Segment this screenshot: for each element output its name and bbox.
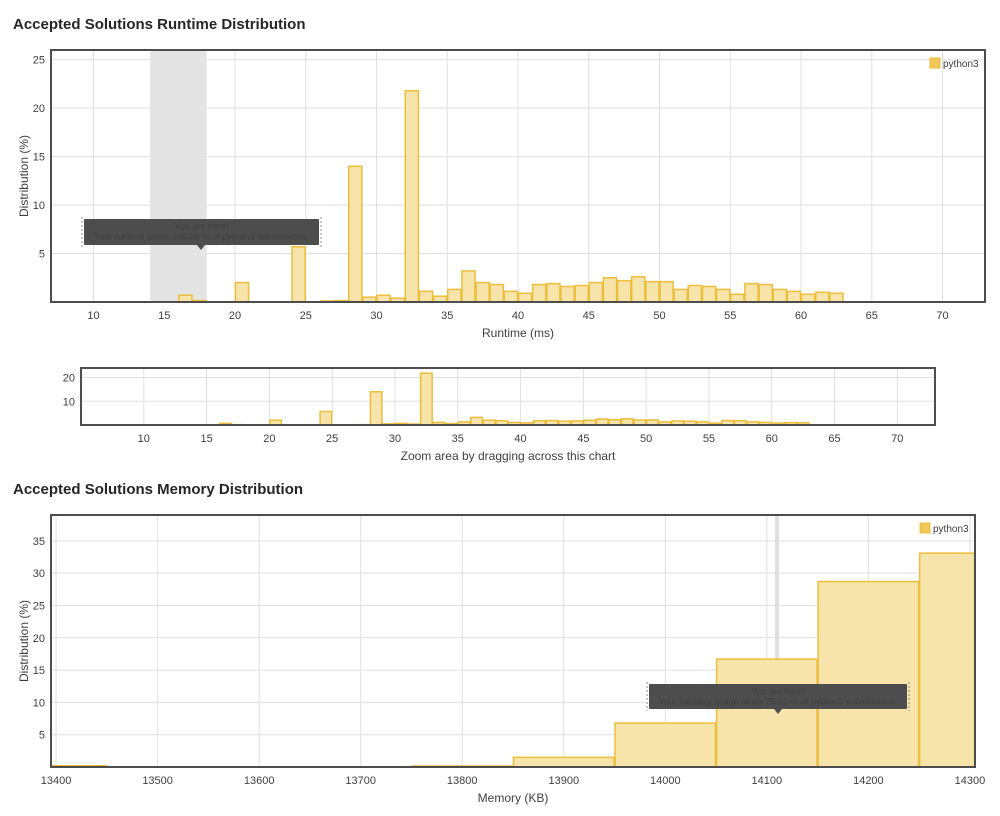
x-tick-label: 40	[512, 310, 524, 322]
x-tick-label: 10	[138, 433, 150, 445]
y-tick-label: 10	[33, 697, 45, 709]
x-tick-label: 50	[653, 310, 665, 322]
x-tick-label: 50	[640, 433, 652, 445]
y-axis-label: Distribution (%)	[17, 135, 31, 217]
x-tick-label: 13500	[142, 775, 173, 787]
plot-frame	[80, 367, 936, 426]
y-tick-label: 25	[33, 55, 45, 67]
y-tick-label: 20	[63, 373, 75, 385]
x-tick-label: 10	[87, 310, 99, 322]
y-tick-label: 20	[33, 103, 45, 115]
y-tick-label: 35	[33, 536, 45, 548]
your-runtime-highlight	[150, 50, 207, 302]
x-tick-label: 14000	[650, 775, 681, 787]
tooltip-title: You are here!	[175, 222, 229, 232]
x-tick-label: 25	[300, 310, 312, 322]
tooltip-text: Your runtime beats 100.00 % of python3 s…	[94, 232, 309, 242]
x-tick-label: 70	[891, 433, 903, 445]
x-tick-label: 14200	[853, 775, 884, 787]
x-tick-label: 25	[326, 433, 338, 445]
distribution-bar[interactable]	[512, 756, 615, 768]
your-memory-highlight	[775, 515, 779, 767]
tooltip-pointer	[197, 245, 205, 250]
legend-label: python3	[943, 59, 979, 70]
x-tick-label: 20	[263, 433, 275, 445]
x-tick-label: 40	[514, 433, 526, 445]
x-tick-label: 55	[724, 310, 736, 322]
x-tick-label: 30	[389, 433, 401, 445]
x-tick-label: 45	[577, 433, 589, 445]
x-tick-label: 15	[158, 310, 170, 322]
tooltip-title: You are here!	[751, 687, 805, 697]
distribution-bar[interactable]	[817, 580, 920, 768]
x-tick-label: 60	[795, 310, 807, 322]
tooltip-box	[649, 684, 907, 709]
y-tick-label: 10	[33, 200, 45, 212]
x-axis-label: Runtime (ms)	[482, 326, 554, 340]
y-tick-label: 5	[39, 249, 45, 261]
y-tick-label: 30	[33, 568, 45, 580]
runtime-zoom-navigator-chart[interactable]: 10 15 20 25 30 35 40 45 50 55 60 65 70 10 20 Zoom area …	[0, 0, 1000, 470]
plot-frame	[50, 514, 976, 768]
y-tick-label: 10	[63, 396, 75, 408]
distribution-bar[interactable]	[918, 552, 976, 768]
y-tick-label: 25	[33, 600, 45, 612]
x-tick-label: 13700	[345, 775, 376, 787]
x-tick-label: 20	[229, 310, 241, 322]
x-tick-label: 30	[370, 310, 382, 322]
legend-label: python3	[933, 524, 969, 535]
y-tick-label: 15	[33, 665, 45, 677]
distribution-bar[interactable]	[614, 722, 717, 768]
plot-frame	[50, 49, 986, 303]
x-tick-label: 60	[766, 433, 778, 445]
you-are-here-tooltip: You are here!Your memory usage beats 75.…	[646, 682, 910, 714]
x-tick-label: 13800	[447, 775, 478, 787]
x-tick-label: 15	[200, 433, 212, 445]
x-tick-label: 13400	[41, 775, 72, 787]
legend-swatch	[919, 522, 931, 534]
y-tick-label: 5	[39, 730, 45, 742]
x-tick-label: 14100	[752, 775, 783, 787]
x-tick-label: 55	[703, 433, 715, 445]
x-tick-label: 45	[583, 310, 595, 322]
y-tick-label: 20	[33, 633, 45, 645]
tooltip-box	[84, 219, 319, 245]
distribution-bar[interactable]	[715, 658, 818, 768]
y-tick-label: 15	[33, 152, 45, 164]
tooltip-text: Your memory usage beats 75.02 % of pytho…	[658, 697, 897, 707]
you-are-here-tooltip: You are here!Your runtime beats 100.00 %…	[81, 217, 322, 250]
memory-section-title: Accepted Solutions Memory Distribution	[13, 481, 304, 498]
x-axis-label: Zoom area by dragging across this chart	[401, 449, 616, 463]
x-tick-label: 65	[828, 433, 840, 445]
x-tick-label: 35	[441, 310, 453, 322]
x-tick-label: 35	[452, 433, 464, 445]
x-tick-label: 65	[866, 310, 878, 322]
y-axis-label: Distribution (%)	[17, 600, 31, 682]
tooltip-pointer	[774, 709, 782, 714]
x-tick-label: 70	[936, 310, 948, 322]
runtime-distribution-chart[interactable]: 10 15 20 25 30 35 40 45 50 55 60 65 70 5 10 15 20 25 Runti…	[0, 0, 1000, 345]
x-tick-label: 14300	[955, 775, 986, 787]
x-tick-label: 13600	[244, 775, 275, 787]
legend-swatch	[929, 57, 941, 69]
x-tick-label: 13900	[548, 775, 579, 787]
runtime-section-title: Accepted Solutions Runtime Distribution	[13, 16, 306, 33]
x-axis-label: Memory (KB)	[478, 791, 549, 805]
